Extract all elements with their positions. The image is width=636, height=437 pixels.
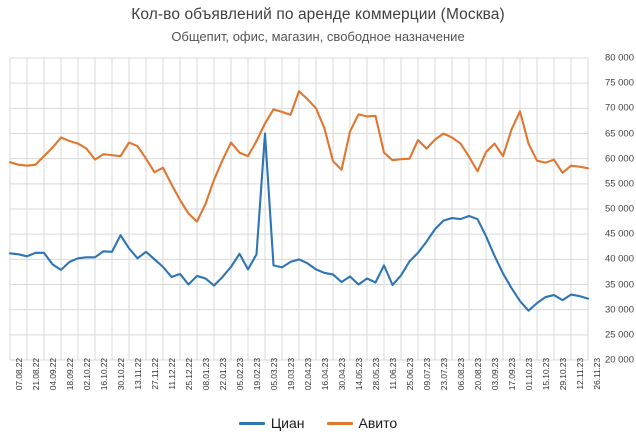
x-axis-tick-label: 11.12.22 [167, 358, 177, 390]
x-axis-tick-label: 04.09.22 [48, 358, 58, 391]
y-axis-tick-label: 60 000 [604, 153, 634, 165]
x-axis-tick-label: 20.08.23 [473, 358, 483, 391]
y-axis-tick-label: 70 000 [604, 102, 634, 114]
legend-color-swatch [326, 421, 353, 425]
x-axis-labels: 07.08.22 21.08.22 04.09.22 18.09.22 02.10.22… [0, 358, 602, 418]
y-axis-tick-label: 20 000 [604, 354, 634, 366]
x-axis-tick-label: 07.08.22 [14, 358, 24, 391]
x-axis-tick-label: 03.09.23 [490, 358, 500, 391]
series-lines [8, 90, 590, 312]
x-axis-tick-label: 14.05.23 [354, 358, 364, 391]
x-axis-tick-label: 27.11.22 [150, 358, 160, 390]
x-axis-tick-label: 05.03.23 [269, 358, 279, 391]
x-axis-tick-label: 19.02.23 [252, 358, 262, 391]
legend-label: Циан [270, 415, 305, 431]
x-axis-tick-label: 25.06.23 [405, 358, 415, 391]
y-axis-tick-label: 55 000 [604, 178, 634, 190]
legend-item[interactable]: Циан [238, 415, 305, 431]
page-subtitle: Общепит, офис, магазин, свободное назнач… [171, 29, 465, 44]
legend-label: Авито [358, 415, 398, 431]
legend-item[interactable]: Авито [326, 415, 398, 431]
x-axis-tick-label: 30.04.23 [337, 358, 347, 391]
y-axis-tick-label: 35 000 [604, 279, 634, 290]
y-axis-tick-label: 45 000 [604, 228, 634, 240]
x-axis-tick-label: 22.01.23 [218, 358, 228, 391]
x-axis-tick-label: 28.05.23 [371, 358, 381, 391]
x-axis-tick-label: 16.04.23 [320, 358, 330, 391]
y-axis-tick-label: 30 000 [604, 304, 634, 316]
y-axis-tick-label: 50 000 [604, 203, 634, 215]
x-axis-tick-label: 23.07.23 [439, 358, 449, 391]
x-axis-tick-label: 02.10.22 [82, 358, 92, 391]
chart-legend: Циан Авито [0, 415, 636, 431]
y-axis-tick-label: 25 000 [604, 329, 634, 341]
x-axis-tick-label: 16.10.22 [99, 358, 109, 391]
x-axis-tick-label: 02.04.23 [303, 358, 313, 391]
plot-area [0, 50, 636, 365]
x-axis-tick-label: 05.02.23 [235, 358, 245, 391]
y-axis-tick-label: 40 000 [604, 253, 634, 265]
line-chart-svg [8, 57, 590, 361]
x-axis-tick-label: 01.10.23 [524, 358, 534, 391]
series-line [8, 90, 590, 223]
y-axis-tick-label: 80 000 [604, 52, 634, 64]
x-axis-tick-label: 17.09.23 [507, 358, 517, 391]
y-axis-labels: 80 000 75 000 70 000 65 000 60 000 55 000 50 0… [592, 50, 636, 366]
x-axis-tick-label: 11.06.23 [388, 358, 398, 390]
y-axis-tick-label: 75 000 [604, 77, 634, 89]
x-axis-tick-label: 06.08.23 [456, 358, 466, 391]
x-axis-tick-label: 29.10.23 [558, 358, 568, 391]
page-title: Кол-во объявлений по аренде коммерции (М… [131, 6, 505, 23]
x-axis-tick-label: 13.11.22 [133, 358, 143, 390]
x-axis-tick-label: 08.01.23 [201, 358, 211, 391]
x-axis-tick-label: 21.08.22 [31, 358, 41, 391]
grid-lines [9, 57, 589, 361]
legend-color-swatch [238, 421, 265, 425]
x-axis-tick-label: 15.10.23 [541, 358, 551, 391]
x-axis-tick-label: 25.12.22 [184, 358, 194, 391]
x-axis-tick-label: 18.09.22 [65, 358, 75, 391]
series-line [8, 132, 590, 312]
x-axis-tick-label: 26.11.23 [592, 358, 602, 390]
x-axis-tick-label: 30.10.22 [116, 358, 126, 391]
y-axis-tick-label: 65 000 [604, 128, 634, 139]
x-axis-tick-label: 12.11.23 [575, 358, 585, 390]
x-axis-tick-label: 19.03.23 [286, 358, 296, 391]
x-axis-tick-label: 09.07.23 [422, 358, 432, 391]
